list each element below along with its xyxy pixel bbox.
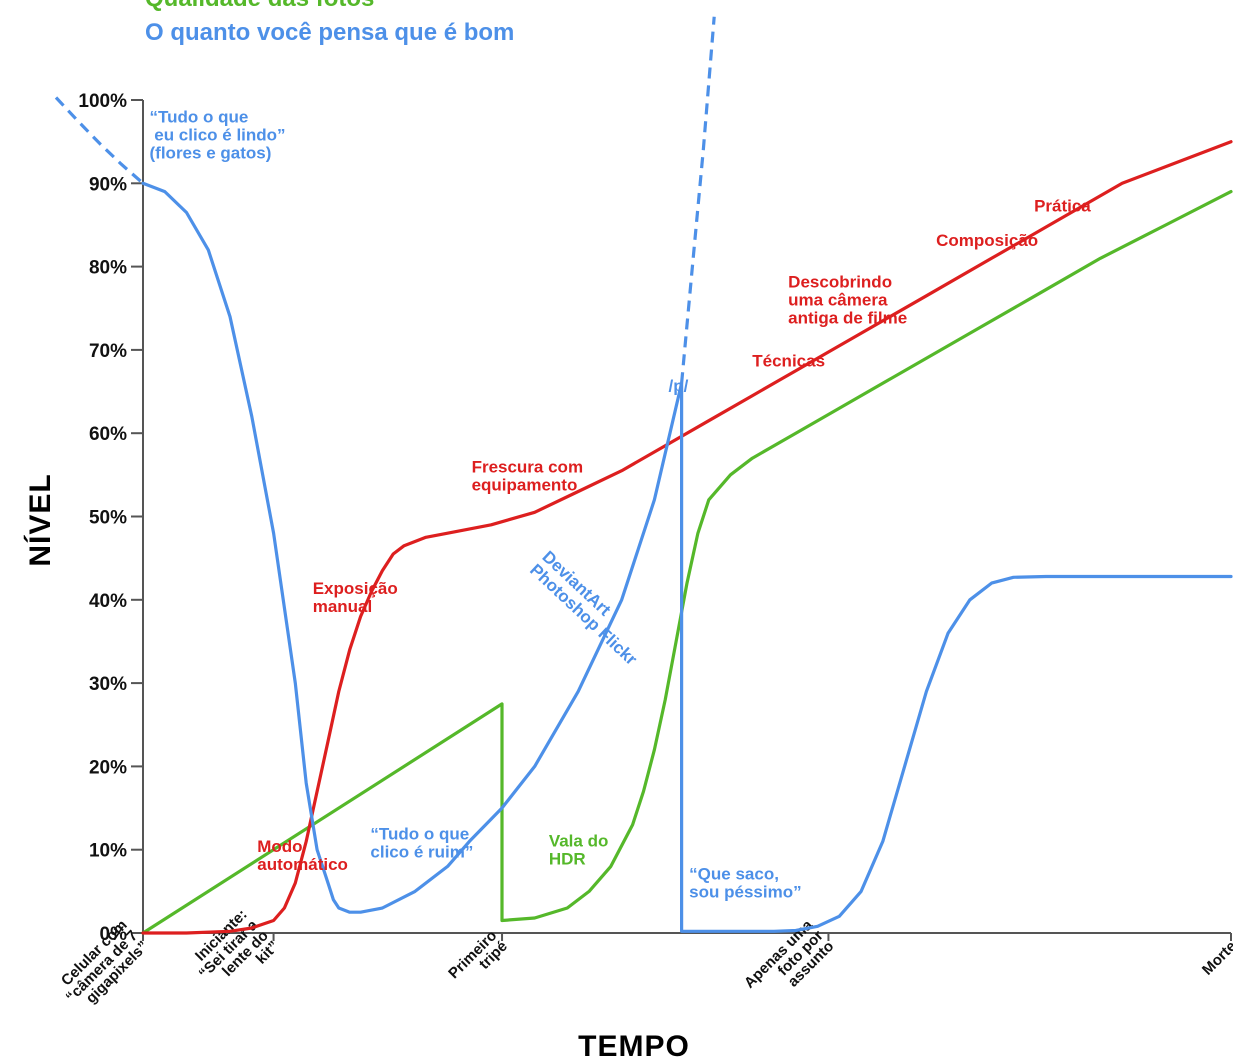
y-tick-label: 0%: [100, 924, 128, 945]
series-lines: [54, 16, 1233, 935]
legend-think-good: O quanto você pensa que é bom: [145, 19, 514, 46]
y-tick-label: 20%: [89, 757, 127, 778]
x-category-label: Morte: [1199, 938, 1233, 979]
y-tick-label: 30%: [89, 674, 127, 695]
annotation-label: Composição: [936, 231, 1038, 250]
y-tick-label: 50%: [89, 508, 127, 529]
series-line-skill: [141, 140, 1233, 935]
x-axis-title: TEMPO: [578, 1030, 690, 1062]
annotation-label: Exposição manual: [313, 579, 398, 616]
legend-quality: Qualidade das fotos: [145, 0, 374, 12]
annotations: “Tudo o que eu clico é lindo” (flores e g…: [150, 107, 1092, 901]
y-tick-label: 80%: [89, 258, 127, 279]
plot-area: [142, 100, 1231, 934]
annotation-label: Modo automático: [257, 837, 348, 874]
y-axis-ticks: 0% 10% 20% 30% 40% 50% 60% 70% 80% 90% 100%: [78, 91, 143, 945]
x-category-label: Primeirotripé: [445, 927, 511, 993]
legend: Qualidade das fotos O quanto você pensa …: [145, 0, 514, 46]
annotation-label: Descobrindo uma câmera antiga de filme: [788, 272, 907, 327]
series-line-think-good: [141, 181, 1233, 933]
y-tick-label: 10%: [89, 841, 127, 862]
annotation-label: Frescura com equipamento: [472, 457, 584, 494]
series-dashed-extension: [54, 96, 145, 185]
y-axis-title: NÍVEL: [23, 473, 57, 566]
series-line-quality: [141, 190, 1233, 935]
annotation-label: Técnicas: [752, 352, 825, 371]
annotation-label: /p/: [669, 377, 689, 396]
annotation-label: “Tudo o que clico é ruim”: [370, 825, 473, 862]
annotation-label: “Que saco, sou péssimo”: [689, 865, 801, 902]
y-tick-label: 70%: [89, 341, 127, 362]
y-tick-label: 40%: [89, 591, 127, 612]
y-tick-label: 100%: [78, 91, 127, 112]
annotation-label: Prática: [1034, 197, 1091, 216]
y-tick-label: 60%: [89, 424, 127, 445]
y-tick-label: 90%: [89, 174, 127, 195]
x-axis-ticks: Celular com“câmera de 7gigapixels”Inicia…: [58, 906, 1233, 1007]
x-category-label: Iniciante:“Sei tirar alente dokit”: [185, 906, 283, 1004]
series-dashed-extension: [680, 16, 716, 384]
annotation-label: Vala do HDR: [549, 831, 609, 868]
annotation-label: “Tudo o que eu clico é lindo” (flores e g…: [150, 107, 286, 162]
